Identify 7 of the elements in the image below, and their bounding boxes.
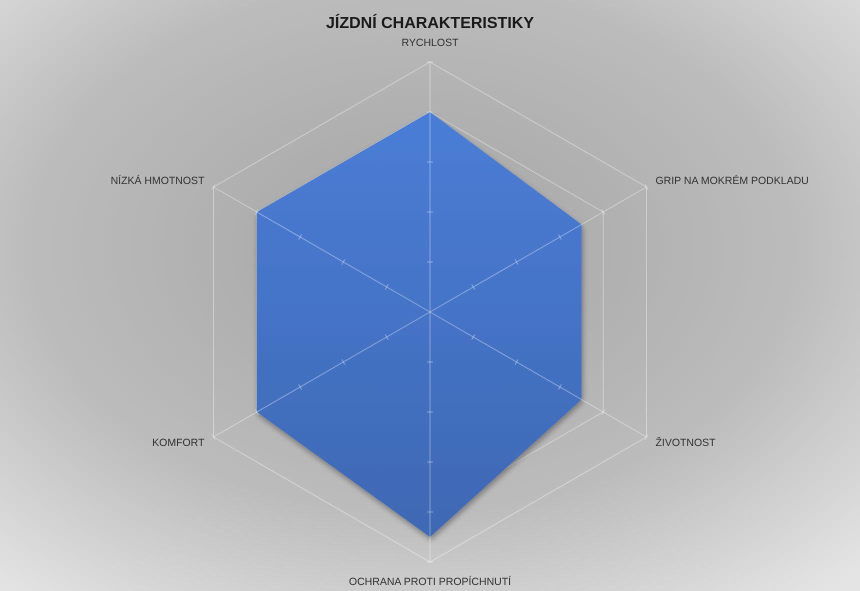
- spoke-label: RYCHLOST: [402, 37, 460, 49]
- spoke-label: ŽIVOTNOST: [656, 436, 716, 449]
- chart-title: JÍZDNÍ CHARAKTERISTIKY: [326, 13, 534, 32]
- spoke-label: KOMFORT: [152, 436, 206, 449]
- spoke-label: OCHRANA PROTI PROPÍCHNUTÍ: [348, 575, 512, 588]
- spoke-label: NÍZKÁ HMOTNOST: [110, 174, 206, 187]
- spoke-label: GRIP NA MOKRÉM PODKLADU: [656, 174, 809, 187]
